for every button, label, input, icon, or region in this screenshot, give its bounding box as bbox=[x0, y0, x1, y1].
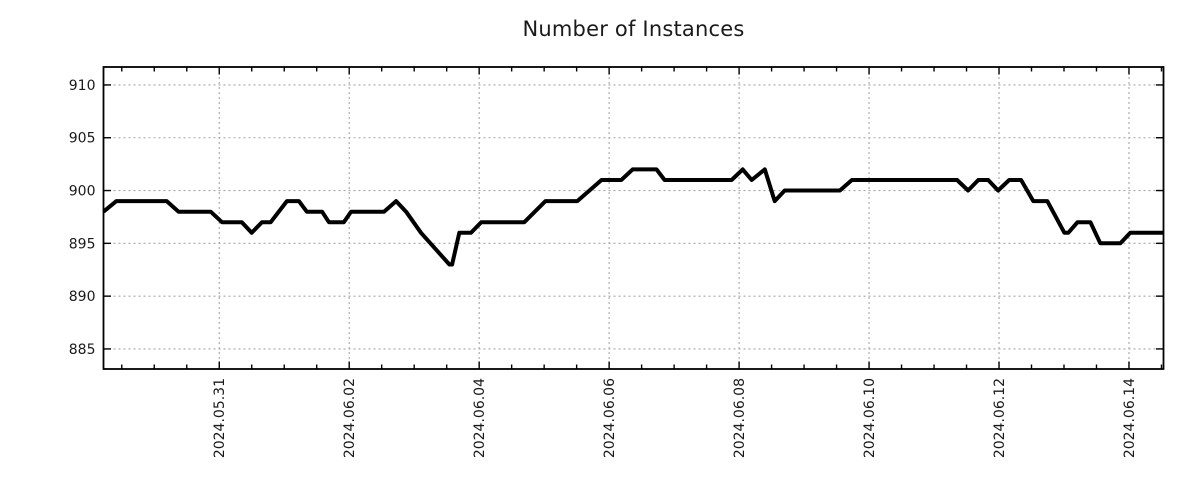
y-tick-label: 885 bbox=[69, 342, 96, 358]
x-tick-label: 2024.06.14 bbox=[1122, 378, 1138, 458]
x-tick-label: 2024.06.10 bbox=[862, 378, 878, 458]
y-tick-label: 910 bbox=[69, 78, 96, 94]
tick-marks bbox=[103, 67, 1164, 369]
x-tick-label: 2024.06.12 bbox=[992, 378, 1008, 458]
x-tick-label: 2024.05.31 bbox=[212, 378, 228, 458]
y-tick-label: 890 bbox=[69, 289, 96, 305]
plot-frame bbox=[102, 66, 1165, 370]
chart-title: Number of Instances bbox=[522, 17, 745, 41]
y-tick-label: 905 bbox=[69, 131, 96, 147]
x-tick-label: 2024.06.08 bbox=[732, 378, 748, 458]
axis-labels: 885 890 895 900 905 910 2024.05.31 2024.06.02 20… bbox=[69, 78, 1138, 458]
y-tick-label: 895 bbox=[69, 236, 96, 252]
gridlines bbox=[103, 67, 1164, 369]
x-tick-label: 2024.06.02 bbox=[342, 378, 358, 458]
series-line bbox=[102, 167, 1164, 267]
y-tick-label: 900 bbox=[69, 184, 96, 200]
x-tick-label: 2024.06.04 bbox=[472, 378, 488, 458]
x-tick-label: 2024.06.06 bbox=[602, 378, 618, 458]
